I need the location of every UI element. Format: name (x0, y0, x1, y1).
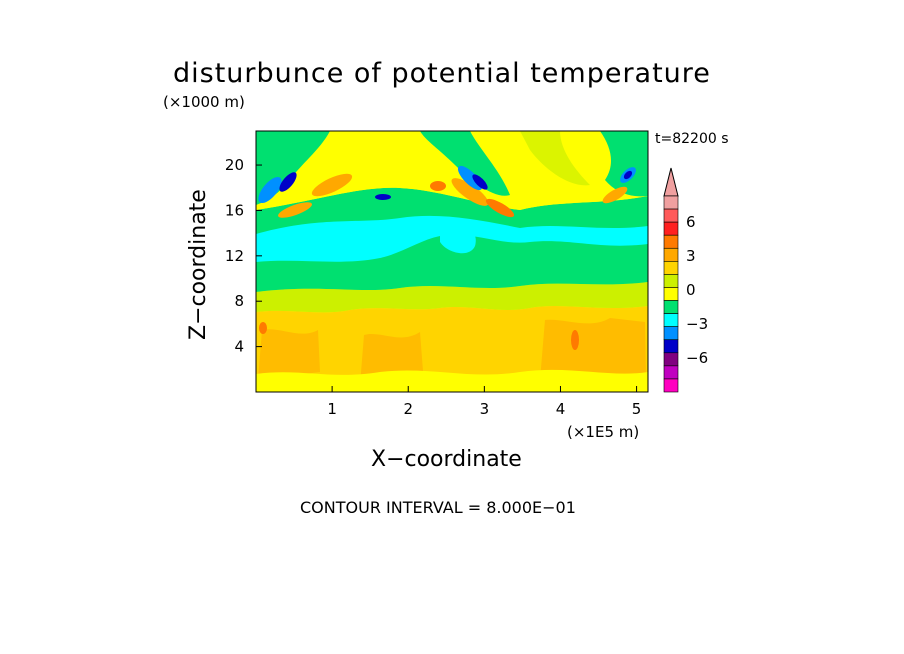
colorbar-swatch (663, 247, 679, 262)
x-tick-label: 3 (480, 400, 490, 418)
x-axis-ticks: 1 2 3 4 5 (327, 386, 641, 418)
colorbar-labels: 6 3 0 −3 −6 (686, 213, 708, 367)
colorbar-tick-label: 6 (686, 213, 696, 231)
x-tick-label: 1 (327, 400, 337, 418)
colorbar-swatch (663, 221, 679, 236)
colorbar-extend-arrow (663, 167, 679, 197)
plot-area (256, 131, 648, 392)
field-region-transition (256, 282, 648, 313)
y-axis-ticks: 4 8 12 16 20 (225, 156, 262, 356)
plot-frame (255, 130, 649, 393)
x-tick-label: 4 (556, 400, 566, 418)
field-streak-orange-3 (451, 178, 489, 206)
colorbar-swatch (663, 365, 679, 380)
field-streak-blue-3 (375, 194, 391, 200)
colorbar-tick-label: 0 (686, 281, 696, 299)
colorbar-tick-label: 3 (686, 247, 696, 265)
colorbar-swatch (663, 234, 679, 249)
colorbar (663, 167, 679, 393)
field-region-cyan (256, 215, 648, 262)
field-region-upper-green-arc (520, 131, 590, 186)
colorbar-swatch (663, 378, 679, 393)
field-streak-blue-5 (472, 174, 488, 190)
field-streak-orange-6 (602, 186, 628, 204)
colorbar-swatch (663, 313, 679, 327)
colorbar-swatch (663, 208, 679, 223)
y-tick-label: 16 (225, 201, 244, 219)
field-region-cyan-blob (440, 220, 476, 254)
colorbar-swatch (663, 352, 679, 367)
y-tick-label: 20 (225, 156, 244, 174)
y-tick-label: 4 (234, 338, 244, 356)
colorbar-swatch (663, 300, 679, 314)
field-streak-orange-5 (430, 181, 446, 191)
colorbar-swatch (663, 326, 679, 341)
colorbar-swatch (663, 261, 679, 275)
colorbar-swatch (663, 287, 679, 301)
field-region-lower-orange (258, 318, 646, 385)
field-region-bottom-yellow (256, 369, 648, 392)
time-label: t=82200 s (655, 131, 729, 147)
colorbar-swatch (663, 195, 679, 210)
field-region-upper-green-mid (420, 131, 510, 196)
field-streak-blue-7 (623, 170, 633, 180)
field-streak-blue-4 (457, 165, 483, 191)
x-tick-label: 2 (403, 400, 413, 418)
field-streak-blue-1 (258, 176, 282, 204)
field-region-upper-green-right (600, 131, 648, 197)
x-tick-label: 5 (632, 400, 642, 418)
field-streak-orange-8 (259, 322, 267, 334)
y-tick-label: 8 (234, 292, 244, 310)
y-tick-label: 12 (225, 247, 244, 265)
colorbar-swatch (663, 339, 679, 354)
field-streak-orange-7 (571, 330, 579, 350)
x-axis-unit: (×1E5 m) (567, 423, 640, 441)
colorbar-tick-label: −6 (686, 349, 708, 367)
chart-title: disturbunce of potential temperature (173, 58, 711, 89)
field-streak-orange-2 (277, 202, 313, 218)
field-streak-blue-2 (279, 172, 297, 192)
colorbar-tick-label: −3 (686, 315, 708, 333)
y-axis-unit: (×1000 m) (163, 93, 245, 111)
x-axis-label: X−coordinate (371, 447, 522, 472)
colorbar-swatch (663, 274, 679, 288)
field-streak-orange-4 (485, 198, 515, 218)
field-streak-orange-1 (311, 173, 353, 197)
contour-interval-note: CONTOUR INTERVAL = 8.000E−01 (300, 498, 576, 517)
